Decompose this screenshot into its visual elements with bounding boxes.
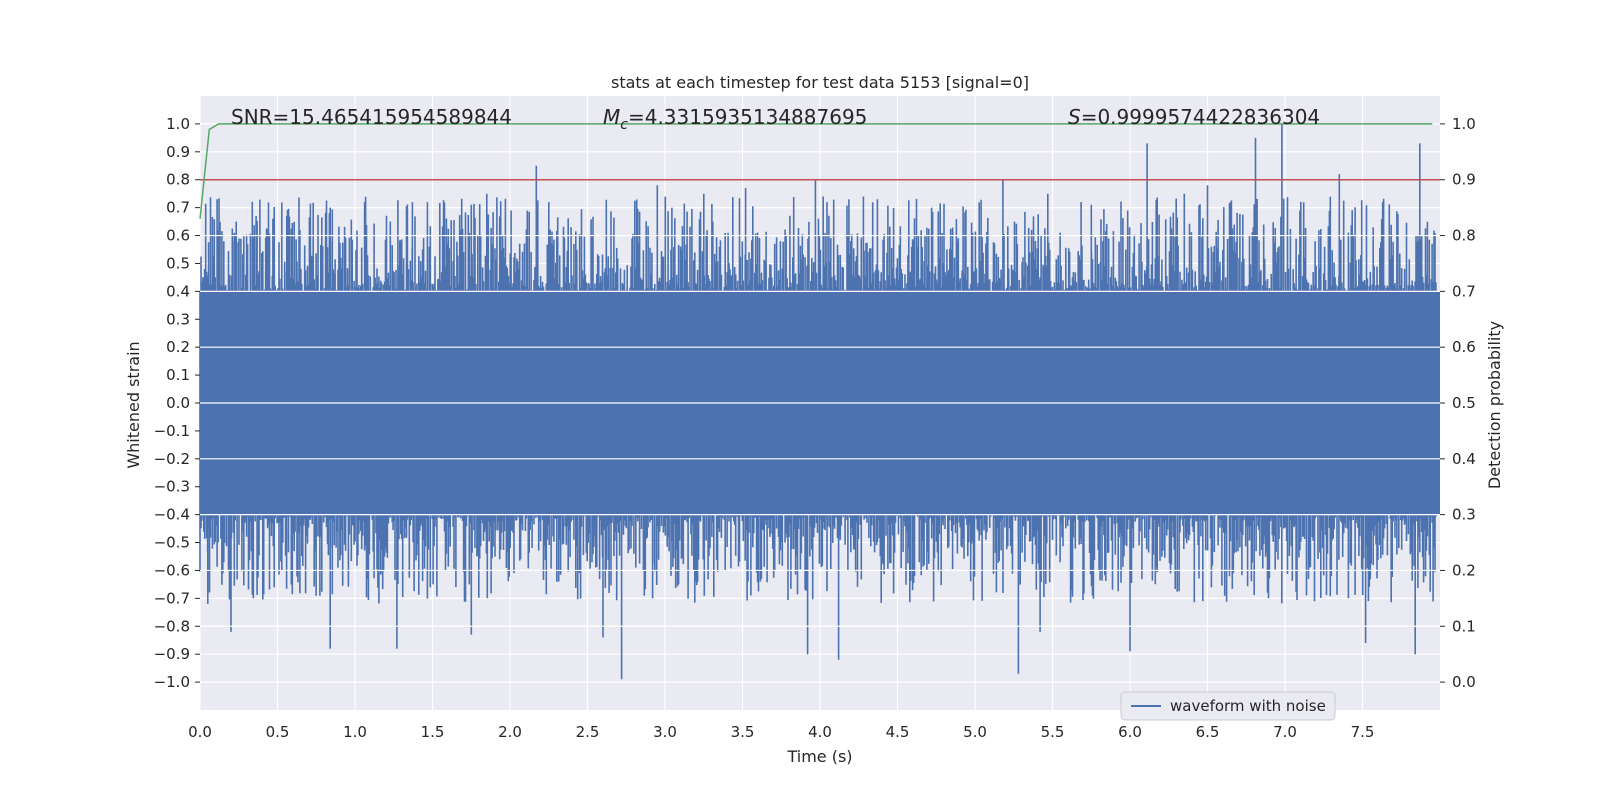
x-tick-label: 2.5 — [576, 723, 600, 741]
x-tick-label: 5.5 — [1041, 723, 1065, 741]
score-symbol: S — [1068, 105, 1081, 129]
x-tick-label: 6.0 — [1118, 723, 1142, 741]
legend-box — [1120, 691, 1336, 721]
x-tick-label: 0.0 — [188, 723, 212, 741]
y2-tick-label: 0.9 — [1452, 171, 1476, 189]
y-tick-label: 0.8 — [166, 171, 190, 189]
y2-tick-label: 0.6 — [1452, 338, 1476, 356]
chirp-mass-value: =4.3315935134887695 — [628, 105, 867, 129]
x-tick-label: 1.5 — [421, 723, 445, 741]
x-tick-label: 3.5 — [731, 723, 755, 741]
y-axis-label: Whitened strain — [124, 341, 143, 468]
y-tick-label: −0.9 — [154, 645, 190, 663]
score-value: =0.9999574422836304 — [1081, 105, 1320, 129]
x-tick-label: 7.0 — [1273, 723, 1297, 741]
y2-tick-label: 0.4 — [1452, 450, 1476, 468]
x-tick-labels: 0.0 0.5 1.0 1.5 2.0 2.5 3.0 3.5 4.0 4.5 5.0 5.5 6.0 6… — [188, 723, 1374, 741]
x-tick-label: 2.0 — [498, 723, 522, 741]
y-tick-label: 0.2 — [166, 338, 190, 356]
y-tick-label: 0.4 — [166, 282, 190, 300]
y2-axis-label: Detection probability — [1485, 321, 1504, 489]
y2-tick-label: 1.0 — [1452, 115, 1476, 133]
y-tick-label: −0.1 — [154, 422, 190, 440]
legend-label: waveform with noise — [1170, 697, 1326, 715]
y-tick-label: −1.0 — [154, 673, 190, 691]
y-tick-label: 1.0 — [166, 115, 190, 133]
x-tick-label: 3.0 — [653, 723, 677, 741]
chirp-mass-symbol: M — [603, 105, 620, 129]
y2-tick-label: 0.2 — [1452, 561, 1476, 579]
y-tick-label: −0.4 — [154, 506, 190, 524]
y-tick-label: 0.7 — [166, 199, 190, 217]
chart-title: stats at each timestep for test data 515… — [611, 73, 1029, 92]
x-tick-label: 5.0 — [963, 723, 987, 741]
y2-tick-label: 0.8 — [1452, 227, 1476, 245]
snr-annotation: SNR=15.465415954589844 — [231, 105, 512, 129]
y-tick-labels: 1.0 0.9 0.8 0.7 0.6 0.5 0.4 0.3 0.2 0.1 0.0 −0.1 −0.… — [154, 115, 200, 691]
y2-tick-labels: 1.0 0.9 0.8 0.7 0.6 0.5 0.4 0.3 0.2 0.1 0.0 — [1440, 115, 1476, 691]
x-tick-label: 0.5 — [266, 723, 290, 741]
y-tick-label: 0.5 — [166, 254, 190, 272]
legend: waveform with noise — [1120, 691, 1336, 721]
y2-tick-label: 0.5 — [1452, 394, 1476, 412]
x-tick-label: 4.0 — [808, 723, 832, 741]
y-tick-label: −0.6 — [154, 561, 190, 579]
x-tick-label: 4.5 — [886, 723, 910, 741]
y2-tick-label: 0.1 — [1452, 617, 1476, 635]
y-tick-label: −0.5 — [154, 534, 190, 552]
y-tick-label: −0.8 — [154, 617, 190, 635]
detection-probability-line — [199, 123, 1433, 219]
y-tick-label: 0.6 — [166, 227, 190, 245]
y-tick-label: 0.3 — [166, 310, 190, 328]
y-tick-label: 0.1 — [166, 366, 190, 384]
chirp-mass-subscript: c — [620, 117, 628, 133]
y-tick-label: 0.9 — [166, 143, 190, 161]
y-tick-label: −0.3 — [154, 478, 190, 496]
y2-tick-label: 0.7 — [1452, 282, 1476, 300]
x-tick-label: 7.5 — [1351, 723, 1375, 741]
x-tick-label: 1.0 — [343, 723, 367, 741]
y-tick-label: −0.7 — [154, 589, 190, 607]
y-tick-label: 0.0 — [166, 394, 190, 412]
y-tick-label: −0.2 — [154, 450, 190, 468]
chirp-mass-annotation: Mc=4.3315935134887695 — [603, 105, 867, 133]
y2-tick-label: 0.0 — [1452, 673, 1476, 691]
x-axis-label: Time (s) — [786, 747, 852, 766]
x-tick-label: 6.5 — [1196, 723, 1220, 741]
y2-tick-label: 0.3 — [1452, 506, 1476, 524]
score-annotation: S=0.9999574422836304 — [1068, 105, 1320, 129]
